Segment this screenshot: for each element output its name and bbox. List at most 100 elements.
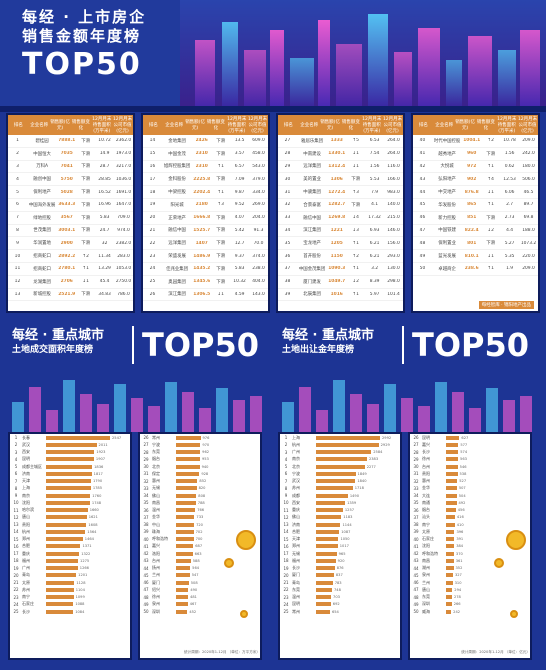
city-name: 广州 bbox=[292, 449, 300, 455]
value-bar bbox=[446, 522, 455, 527]
value-label: 310 bbox=[454, 580, 462, 585]
bar-row: 34 大连 504 bbox=[410, 492, 530, 499]
table-header-cell: 销售额(亿元) bbox=[455, 120, 475, 131]
value-bar bbox=[176, 450, 201, 455]
value-bar bbox=[176, 464, 200, 469]
value-bar bbox=[46, 566, 78, 571]
panel-land-area: 每经 · 重点城市 土地成交面积年度榜 TOP50 1 长春 2547 2 武汉 2011 3 西安… bbox=[4, 316, 274, 670]
rank: 26 bbox=[143, 435, 149, 441]
city-name: 兰州 bbox=[422, 579, 430, 585]
value-bar bbox=[446, 558, 454, 563]
value-label: 481 bbox=[190, 595, 197, 600]
table-cell: 130.0 bbox=[387, 266, 400, 272]
table-cell: 506.0 bbox=[522, 176, 535, 182]
table-cell: 45.4 bbox=[99, 279, 110, 285]
city-name: 长沙 bbox=[422, 449, 430, 455]
table-cell: 正荣地产 bbox=[168, 215, 186, 221]
rank: 30 bbox=[413, 464, 419, 470]
table-row: 6 中国海外发展 3633.3 下滑 16.96 1647.0 bbox=[8, 199, 133, 212]
table-row: 35 宝龙地产 1205 ↑1 6.21 156.0 bbox=[278, 237, 403, 251]
value-label: 1322 bbox=[81, 551, 91, 556]
table-header-cell: 销售额(亿元) bbox=[320, 120, 340, 131]
city-name: 天津 bbox=[22, 478, 30, 484]
bar-row: 28 东莞 962 bbox=[140, 449, 260, 456]
city-name: 成都 bbox=[292, 492, 300, 498]
table-cell: 下滑 bbox=[486, 241, 496, 247]
table-cell: 23 bbox=[149, 253, 156, 259]
table-cell: 1 bbox=[16, 138, 19, 144]
city-name: 上海 bbox=[22, 485, 30, 491]
value-bar bbox=[46, 435, 110, 440]
table-cell: 17.32 bbox=[368, 215, 381, 221]
rank: 14 bbox=[283, 529, 289, 535]
rank: 13 bbox=[13, 522, 19, 528]
table-cell: 2310 bbox=[195, 163, 208, 169]
city-name: 宁波 bbox=[292, 470, 300, 476]
value-bar bbox=[176, 435, 201, 440]
table-cell: 华发股份 bbox=[438, 202, 456, 208]
table-cell: 2 bbox=[16, 151, 19, 157]
value-bar bbox=[46, 500, 90, 505]
value-label: 2277 bbox=[366, 464, 376, 469]
value-label: 1564 bbox=[87, 529, 97, 534]
table-cell: 时代中国控股 bbox=[433, 138, 461, 144]
city-name: 济南 bbox=[292, 521, 300, 527]
rank: 31 bbox=[413, 471, 419, 477]
table-cell: 220.0 bbox=[522, 253, 535, 259]
table-cell: ↑1 bbox=[352, 266, 359, 272]
table-header-cell: 12月月末公司市值(亿元) bbox=[247, 117, 268, 134]
panel-title-line2: 土地成交面积年度榜 bbox=[12, 345, 94, 355]
table-row: 15 中国金茂 2310 下滑 3.57 458.0 bbox=[143, 148, 268, 161]
table-cell: 140.0 bbox=[387, 202, 400, 208]
table-cell: 16.96 bbox=[98, 202, 111, 208]
bar-row: 48 徐州 481 bbox=[140, 594, 260, 601]
table-cell: 1312.4 bbox=[328, 163, 346, 169]
value-label: 490 bbox=[190, 587, 198, 592]
value-label: 1785 bbox=[92, 486, 102, 491]
table-cell: 卓越商企 bbox=[438, 266, 456, 272]
table-cell: 13.5 bbox=[234, 138, 245, 144]
bar-row: 49 深圳 266 bbox=[410, 601, 530, 608]
table-cell: 7.09 bbox=[234, 176, 245, 182]
table-cell: 18 bbox=[149, 189, 156, 195]
city-name: 苏州 bbox=[292, 485, 300, 491]
table-header-cell: 12月月末待售面积(万平米) bbox=[362, 117, 382, 134]
bar-row: 14 合肥 1087 bbox=[280, 528, 400, 535]
bar-row: 36 烟台 456 bbox=[410, 507, 530, 514]
table-cell: 1205 bbox=[330, 240, 343, 246]
value-label: 547 bbox=[191, 573, 199, 578]
value-label: 1490 bbox=[349, 493, 360, 498]
city-name: 石家庄 bbox=[22, 601, 34, 607]
table-row: 3 万科A 7041 下滑 28.7 3217.0 bbox=[8, 161, 133, 174]
value-bar bbox=[176, 544, 194, 549]
bar-row: 25 长沙 1084 bbox=[10, 608, 130, 615]
city-skyline-illustration bbox=[282, 380, 532, 432]
table-row: 43 弘阳地产 902 ↑4 12.53 506.0 bbox=[413, 173, 538, 187]
ranking-table: 排名 企业名称 销售额(亿元) 销售额变化 12月月末待售面积(万平米) 12月月末公司市… bbox=[411, 113, 540, 313]
value-label: 1088 bbox=[75, 602, 85, 607]
value-label: 563 bbox=[460, 457, 467, 462]
city-name: 南宁 bbox=[422, 521, 430, 527]
city-name: 烟台 bbox=[422, 507, 430, 513]
bar-row: 18 福州 920 bbox=[280, 557, 400, 564]
panel-top50: TOP50 bbox=[402, 326, 529, 364]
bar-row: 45 兰州 547 bbox=[140, 572, 260, 579]
table-cell: 972 bbox=[467, 163, 477, 169]
table-row: 14 金地集团 2426 下滑 13.5 609.0 bbox=[143, 135, 268, 148]
table-row: 41 越秀地产 960 下滑 1.56 242.0 bbox=[413, 148, 538, 161]
city-name: 北京 bbox=[152, 463, 160, 469]
table-cell: 379.0 bbox=[252, 176, 265, 182]
value-label: 507 bbox=[458, 486, 466, 491]
rank: 37 bbox=[143, 514, 149, 520]
table-cell: 4.07 bbox=[234, 215, 245, 221]
table-cell: ↑1 bbox=[352, 291, 359, 297]
rank: 16 bbox=[283, 543, 289, 549]
rank: 13 bbox=[283, 522, 289, 528]
table-cell: 5 bbox=[16, 189, 19, 195]
value-label: 352 bbox=[455, 566, 463, 571]
value-label: 663 bbox=[194, 551, 202, 556]
table-cell: 30 bbox=[284, 176, 291, 182]
table-cell: 下滑 bbox=[81, 241, 91, 247]
value-label: 1608 bbox=[88, 522, 98, 527]
value-label: 456 bbox=[457, 508, 465, 513]
